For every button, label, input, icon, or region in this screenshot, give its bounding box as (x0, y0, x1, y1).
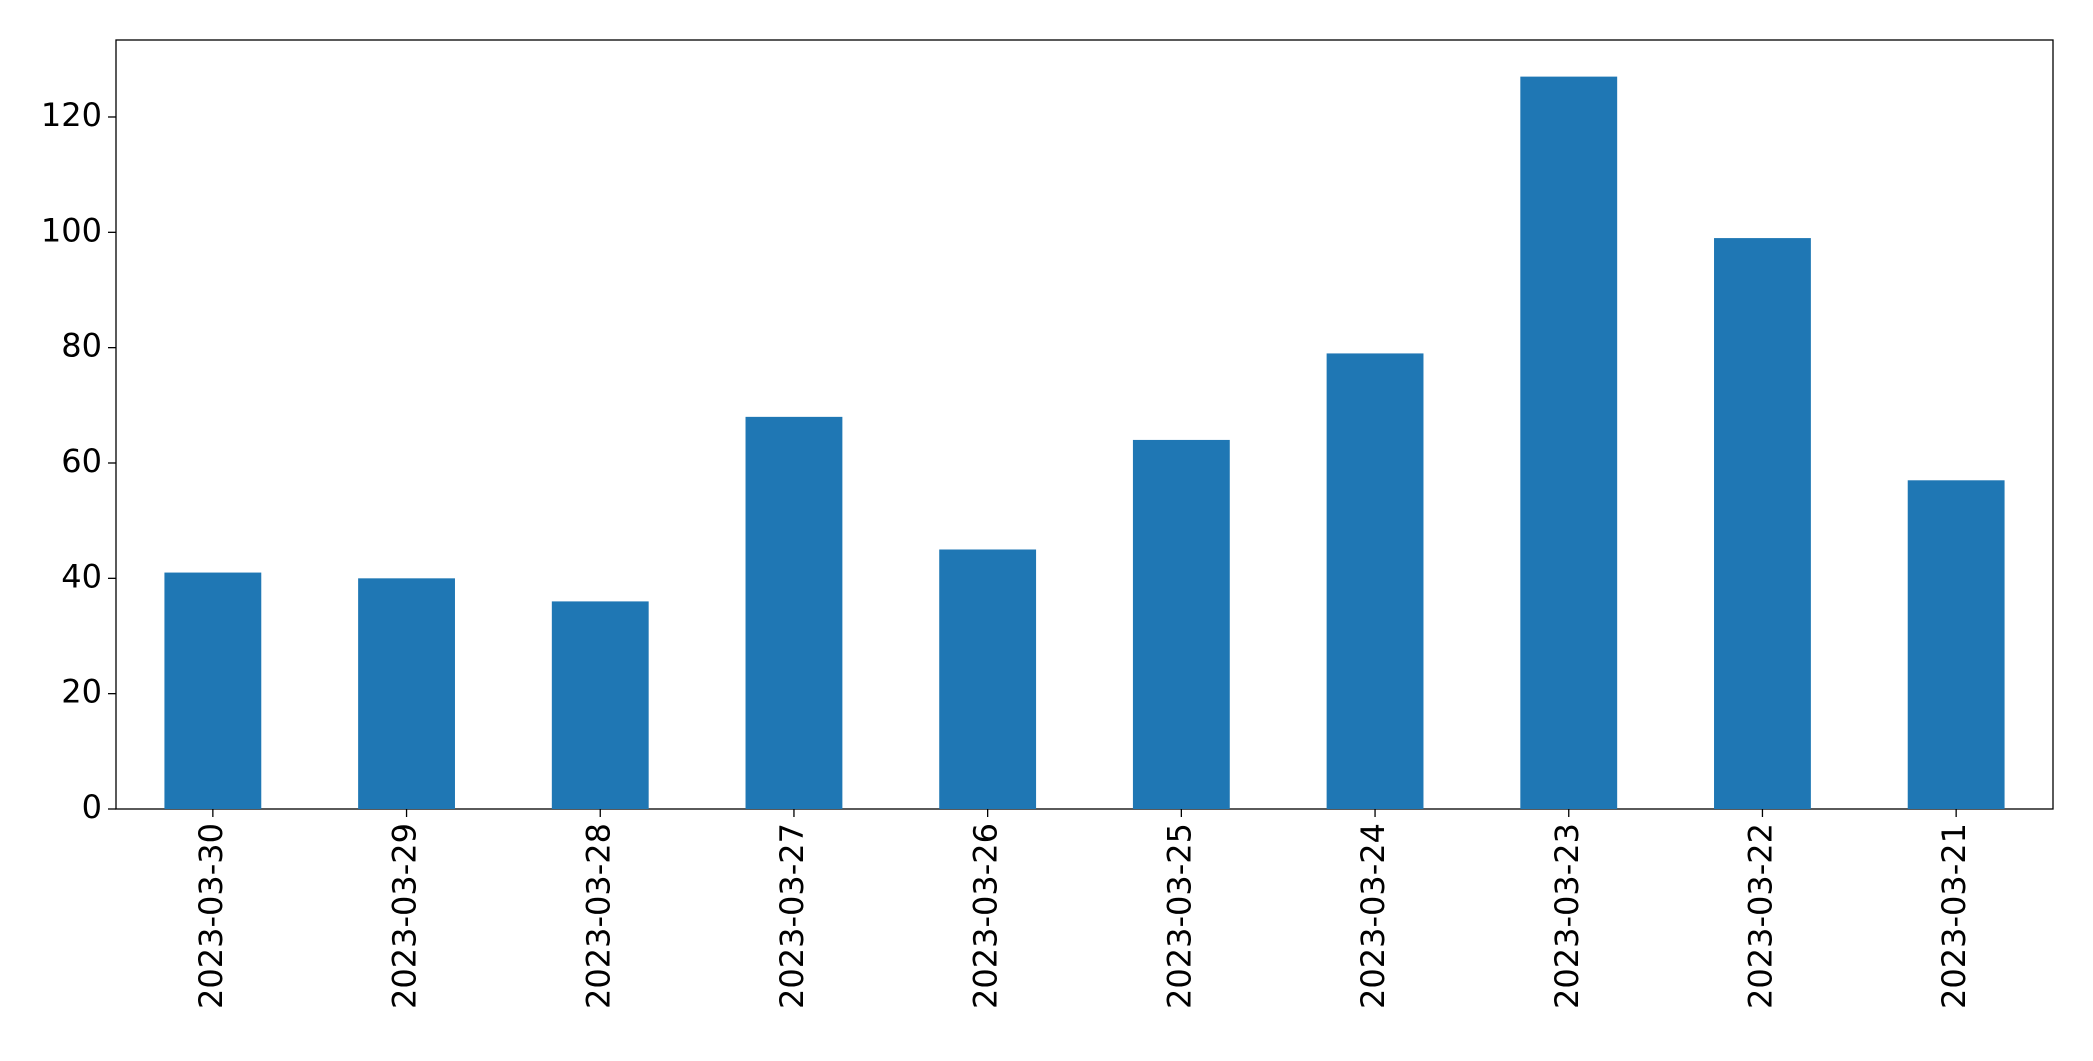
y-tick-label: 40 (61, 557, 102, 595)
x-tick-label: 2023-03-25 (1160, 823, 1198, 1009)
x-tick-label: 2023-03-22 (1741, 823, 1779, 1009)
bar (551, 601, 649, 809)
bar (1132, 439, 1230, 809)
x-tick-label: 2023-03-21 (1935, 823, 1973, 1009)
bar (1520, 76, 1618, 810)
plot-frame (115, 39, 2054, 810)
y-tick-label: 20 (61, 673, 102, 711)
bar (939, 549, 1037, 809)
x-tick-label: 2023-03-24 (1354, 823, 1392, 1009)
bar (1326, 353, 1424, 809)
bar (1907, 480, 2005, 809)
x-tick-label: 2023-03-23 (1548, 823, 1586, 1009)
bar (164, 572, 262, 809)
y-tick-label: 100 (41, 211, 102, 249)
x-tick-label: 2023-03-28 (579, 823, 617, 1009)
x-tick-label: 2023-03-27 (773, 823, 811, 1009)
x-tick-label: 2023-03-26 (967, 823, 1005, 1009)
bar (1714, 238, 1811, 809)
y-tick-label: 120 (41, 96, 102, 134)
x-tick-label: 2023-03-30 (192, 823, 230, 1009)
y-tick-label: 60 (61, 442, 102, 480)
y-tick-label: 0 (82, 788, 102, 826)
bar (745, 416, 843, 809)
y-tick-label: 80 (61, 327, 102, 365)
x-tick-label: 2023-03-29 (386, 823, 424, 1009)
bar (358, 578, 455, 809)
